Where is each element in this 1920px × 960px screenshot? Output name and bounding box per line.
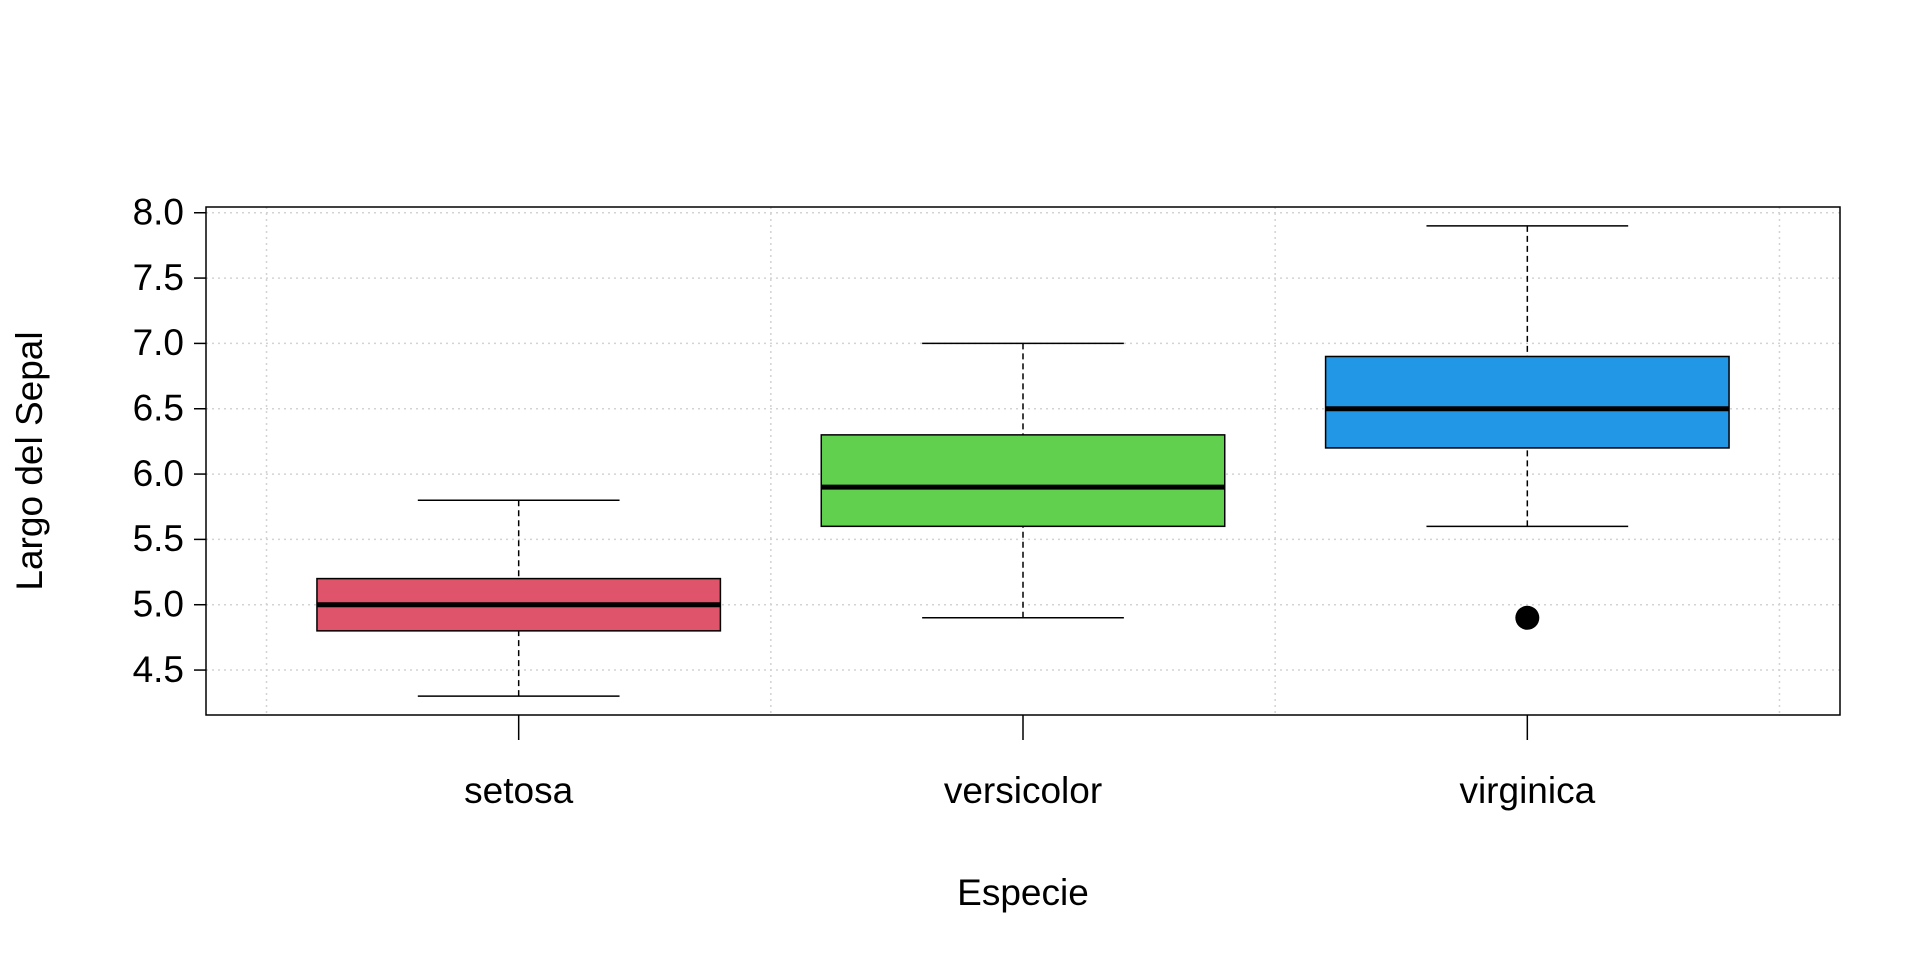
x-tick-label: virginica [1459,770,1595,811]
y-tick-label: 7.0 [133,322,184,363]
box [820,434,1226,528]
outlier [1515,605,1540,630]
y-tick-label: 6.5 [133,388,184,429]
plot-frame [205,206,1841,716]
y-tick-label: 5.0 [133,584,184,625]
x-tick-label: versicolor [944,770,1102,811]
y-tick-label: 8.0 [133,192,184,233]
x-tick-label: setosa [464,770,573,811]
y-tick-label: 6.0 [133,453,184,494]
y-tick-label: 5.5 [133,518,184,559]
y-tick-label: 4.5 [133,649,184,690]
box [1324,355,1730,449]
y-tick-label: 7.5 [133,257,184,298]
y-axis-label: Largo del Sepal [9,331,50,590]
x-axis-label: Especie [957,872,1089,913]
